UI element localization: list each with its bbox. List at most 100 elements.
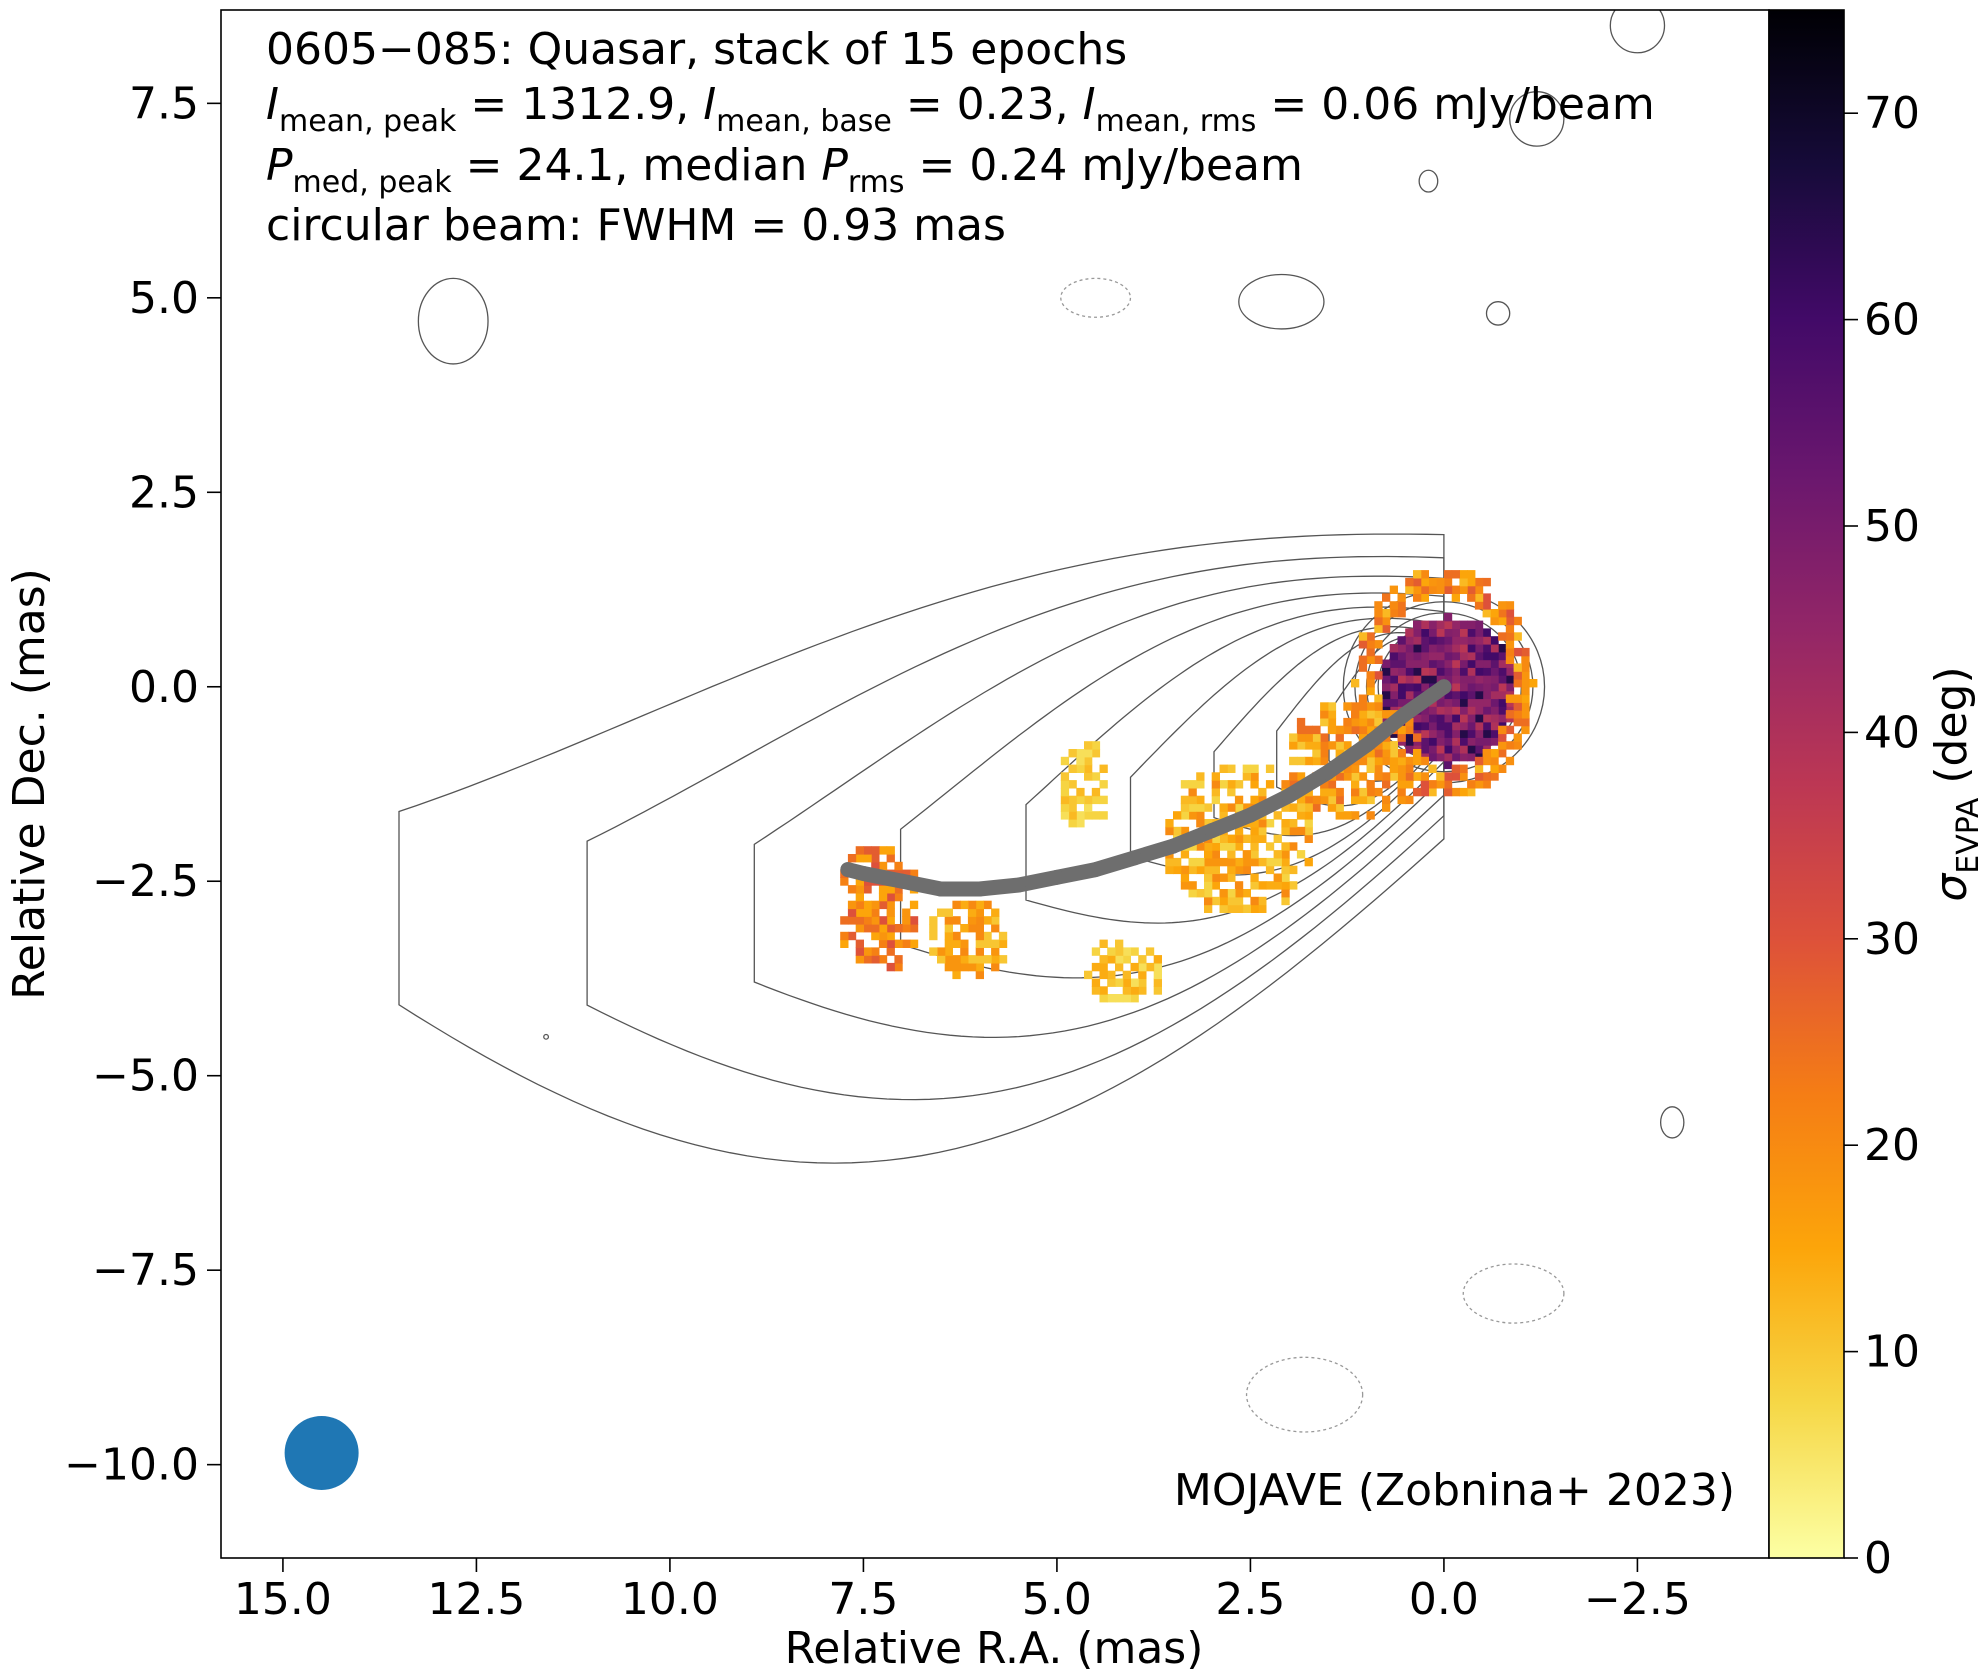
evpa-pixel (1443, 577, 1453, 587)
evpa-pixel (1242, 857, 1251, 867)
evpa-pixel (1273, 811, 1282, 820)
evpa-pixel (1250, 772, 1259, 781)
evpa-pixel (902, 939, 911, 948)
evpa-pixel (1335, 749, 1344, 758)
evpa-pixel (1242, 764, 1251, 773)
evpa-pixel (894, 861, 903, 871)
evpa-pixel (909, 939, 919, 948)
evpa-pixel (1382, 624, 1391, 633)
evpa-pixel (1451, 698, 1460, 707)
evpa-pixel (1335, 725, 1344, 735)
evpa-pixel (1498, 698, 1507, 707)
evpa-pixel (1335, 811, 1344, 820)
evpa-pixel (1498, 725, 1507, 735)
evpa-pixel (1389, 601, 1398, 610)
evpa-pixel (1343, 725, 1352, 735)
credit-label: MOJAVE (Zobnina+ 2023) (1174, 1465, 1735, 1516)
evpa-pixel (1413, 682, 1422, 692)
evpa-pixel (1234, 904, 1244, 913)
evpa-pixel (1474, 764, 1484, 773)
evpa-pixel (1265, 842, 1275, 851)
evpa-pixel (1420, 772, 1429, 781)
evpa-pixel (1482, 636, 1491, 645)
evpa-pixel (1505, 710, 1515, 719)
evpa-pixel (1188, 865, 1197, 875)
evpa-pixel (1327, 795, 1337, 805)
evpa-pixel (1358, 655, 1368, 664)
evpa-pixel (1482, 593, 1491, 602)
evpa-pixel (1343, 717, 1352, 727)
evpa-pixel (1436, 721, 1445, 731)
evpa-pixel (1443, 636, 1453, 645)
evpa-pixel (1258, 881, 1267, 890)
evpa-pixel (1443, 706, 1453, 715)
evpa-pixel (871, 908, 880, 917)
evpa-pixel (1107, 978, 1116, 987)
evpa-pixel (1374, 616, 1383, 626)
evpa-pixel (1428, 721, 1437, 731)
evpa-pixel (1130, 986, 1139, 995)
evpa-pixel (1320, 756, 1329, 766)
evpa-pixel (1413, 570, 1422, 579)
evpa-pixel (1405, 577, 1414, 587)
evpa-pixel (983, 939, 992, 948)
evpa-pixel (1451, 675, 1460, 684)
evpa-pixel (1188, 889, 1197, 898)
evpa-pixel (1382, 682, 1391, 692)
evpa-pixel (1490, 721, 1499, 731)
evpa-pixel (1443, 737, 1453, 746)
evpa-pixel (1482, 729, 1491, 738)
evpa-pixel (909, 900, 919, 910)
evpa-pixel (1250, 873, 1259, 882)
evpa-pixel (1482, 675, 1491, 684)
evpa-pixel (1084, 756, 1093, 766)
evpa-pixel (1443, 745, 1453, 754)
evpa-pixel (1490, 706, 1499, 715)
evpa-pixel (1474, 577, 1484, 587)
evpa-pixel (1443, 780, 1453, 789)
evpa-pixel (1451, 729, 1460, 738)
evpa-pixel (1505, 667, 1515, 676)
evpa-pixel (863, 924, 872, 933)
evpa-pixel (1397, 667, 1406, 676)
evpa-pixel (1428, 764, 1437, 773)
evpa-pixel (1420, 585, 1429, 594)
evpa-pixel (1490, 714, 1499, 723)
evpa-pixel (1091, 795, 1101, 805)
evpa-pixel (1289, 865, 1298, 875)
evpa-pixel (1180, 811, 1190, 820)
evpa-pixel (952, 955, 961, 964)
evpa-pixel (1219, 873, 1228, 882)
evpa-pixel (1459, 745, 1468, 754)
isolated-contour (1659, 1106, 1685, 1139)
evpa-pixel (1304, 811, 1313, 820)
evpa-pixel (1443, 772, 1453, 781)
evpa-pixel (1084, 803, 1093, 812)
evpa-pixel (1122, 986, 1131, 995)
evpa-pixel (1529, 679, 1538, 688)
evpa-pixel (1273, 834, 1282, 843)
evpa-pixel (1084, 795, 1093, 805)
evpa-pixel (1250, 764, 1259, 773)
evpa-pixel (1219, 904, 1228, 913)
evpa-pixel (1374, 772, 1383, 781)
evpa-pixel (1343, 811, 1352, 820)
evpa-pixel (1467, 675, 1476, 684)
y-tick-label: −2.5 (92, 856, 199, 907)
evpa-pixel (1358, 725, 1368, 735)
evpa-pixel (1413, 690, 1422, 700)
evpa-pixel (1436, 659, 1445, 668)
evpa-pixel (1413, 733, 1422, 742)
evpa-pixel (1358, 702, 1368, 711)
evpa-pixel (1513, 632, 1522, 641)
evpa-pixel (1296, 741, 1306, 750)
evpa-pixel (1265, 819, 1275, 828)
evpa-pixel (1490, 659, 1499, 668)
evpa-pixel (878, 892, 888, 902)
evpa-pixel (1451, 636, 1460, 645)
evpa-pixel (1505, 632, 1515, 641)
evpa-pixel (1505, 609, 1515, 618)
evpa-pixel (1351, 780, 1360, 789)
evpa-pixel (1204, 803, 1213, 812)
